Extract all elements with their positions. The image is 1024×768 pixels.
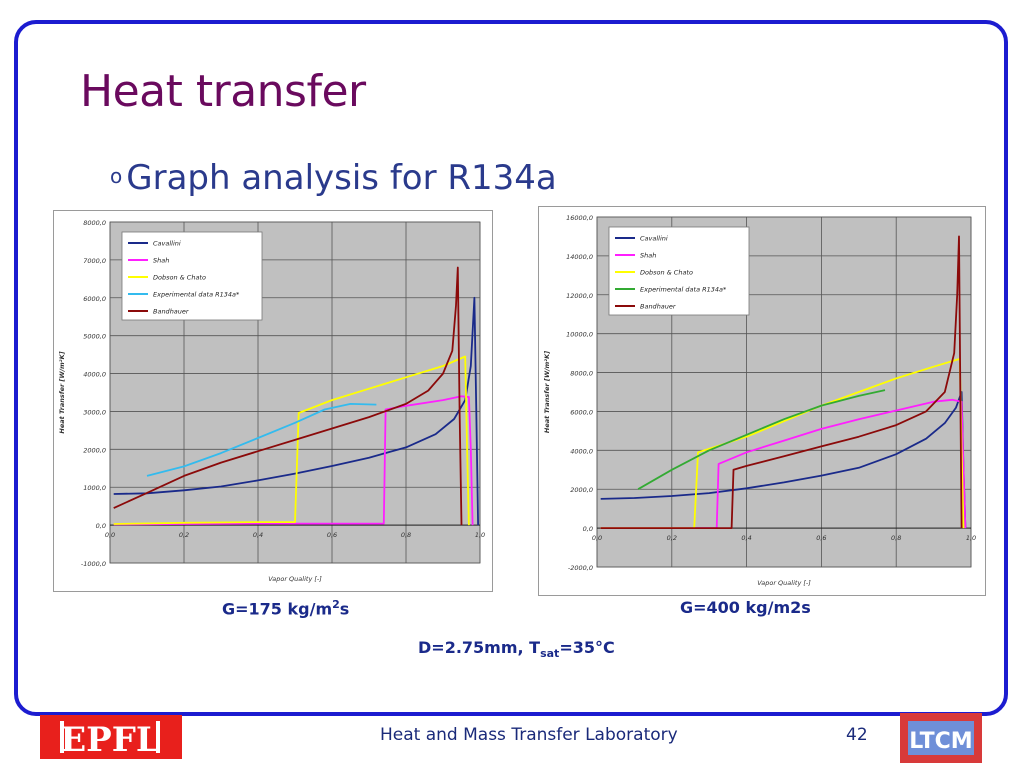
bullet-item: o Graph analysis for R134a (110, 158, 557, 198)
bullet-text: Graph analysis for R134a (126, 158, 557, 198)
y-tick-label: 0,0 (96, 522, 106, 530)
y-tick-label: 4000,0 (570, 447, 593, 455)
y-tick-label: -2000,0 (568, 564, 593, 572)
series-line-4 (113, 266, 463, 526)
caption-g175: G=175 kg/m2s (222, 598, 349, 618)
x-tick-label: 0,0 (105, 531, 115, 539)
legend-entry: Dobson & Chato (153, 274, 206, 282)
y-tick-label: 3000,0 (83, 408, 106, 416)
y-tick-label: 10000,0 (566, 331, 593, 339)
x-tick-label: 0,6 (327, 531, 337, 539)
y-tick-label: 14000,0 (566, 253, 593, 261)
x-tick-label: 1,0 (966, 534, 976, 542)
y-axis-label: Heat Transfer [W/m²K] (543, 351, 551, 433)
ltcm-logo-text: LTCM (909, 729, 972, 754)
x-axis-label: Vapor Quality [-] (268, 575, 322, 583)
series-line-0 (113, 296, 479, 526)
y-tick-label: -1000,0 (81, 560, 106, 568)
y-tick-label: 6000,0 (83, 295, 106, 303)
legend-entry: Bandhauer (640, 303, 677, 311)
x-tick-label: 0,8 (401, 531, 411, 539)
series-line-3 (637, 389, 886, 490)
y-axis-label: Heat Transfer [W/m²K] (58, 351, 66, 433)
series-line-3 (146, 403, 377, 477)
legend-entry: Cavallini (153, 240, 181, 248)
y-tick-label: 8000,0 (570, 370, 593, 378)
legend-entry: Experimental data R134a* (640, 286, 727, 294)
condition-main: D=2.75mm, T (418, 638, 541, 657)
x-tick-label: 0,8 (891, 534, 901, 542)
y-tick-label: 8000,0 (83, 219, 106, 227)
y-tick-label: 12000,0 (566, 292, 593, 300)
condition-end: =35°C (559, 638, 615, 657)
series-line-4 (600, 235, 963, 529)
y-tick-label: 2000,0 (83, 446, 106, 454)
legend-entry: Experimental data R134a* (153, 291, 240, 299)
x-tick-label: 0,4 (741, 534, 751, 542)
x-tick-label: 1,0 (475, 531, 485, 539)
y-tick-label: 0,0 (583, 525, 593, 533)
y-tick-label: 7000,0 (83, 257, 106, 265)
ltcm-logo: LTCM (900, 713, 982, 763)
legend-entry: Cavallini (640, 235, 668, 243)
bullet-marker: o (110, 164, 123, 188)
slide-title: Heat transfer (80, 66, 366, 117)
y-tick-label: 1000,0 (83, 484, 106, 492)
condition-sub: sat (540, 647, 560, 661)
x-tick-label: 0,6 (816, 534, 826, 542)
legend-entry: Dobson & Chato (640, 269, 693, 277)
chart-g400: 16000,0 14000,0 12000,0 10000,0 8000,0 6000,0… (538, 206, 986, 596)
caption-g175-sup: 2 (332, 598, 340, 611)
caption-g175-main: G=175 kg/m (222, 599, 333, 619)
epfl-logo: EPFL (40, 715, 182, 759)
x-tick-label: 0,0 (592, 534, 602, 542)
legend-entry: Shah (640, 252, 656, 260)
caption-g175-end: s (339, 599, 350, 619)
y-tick-label: 16000,0 (566, 214, 593, 222)
page-number: 42 (846, 725, 868, 745)
legend-entry: Bandhauer (153, 308, 190, 316)
condition-caption: D=2.75mm, Tsat=35°C (418, 638, 615, 660)
x-axis-label: Vapor Quality [-] (757, 579, 811, 587)
y-tick-label: 2000,0 (570, 486, 593, 494)
y-tick-label: 6000,0 (570, 408, 593, 416)
chart-g400-svg: 16000,0 14000,0 12000,0 10000,0 8000,0 6000,0… (543, 214, 976, 587)
caption-g400: G=400 kg/m2s (680, 598, 811, 617)
y-tick-label: 4000,0 (83, 371, 106, 379)
x-tick-label: 0,2 (179, 531, 189, 539)
chart-g175: 8000,0 7000,0 6000,0 5000,0 4000,0 3000,0 2000… (53, 210, 493, 592)
legend-entry: Shah (153, 257, 169, 265)
footer-lab-name: Heat and Mass Transfer Laboratory (380, 725, 678, 745)
epfl-logo-text: EPFL (60, 720, 160, 759)
y-tick-label: 5000,0 (83, 333, 106, 341)
series-line-2 (113, 355, 470, 526)
x-tick-label: 0,4 (253, 531, 263, 539)
chart-g175-svg: 8000,0 7000,0 6000,0 5000,0 4000,0 3000,0 2000… (58, 219, 485, 583)
x-tick-label: 0,2 (667, 534, 677, 542)
